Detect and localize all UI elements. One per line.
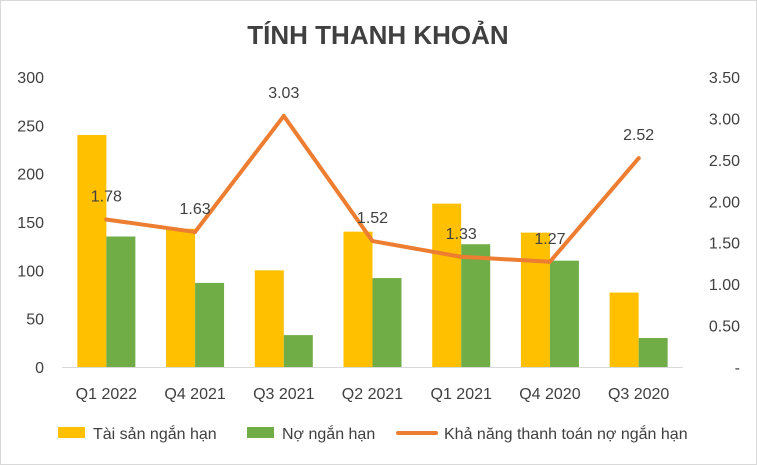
bar-tai-san-ngan-han	[343, 231, 373, 367]
ratio-point	[636, 156, 641, 161]
legend-label: Nợ ngắn hạn	[282, 424, 375, 443]
bar-no-ngan-han	[283, 335, 313, 367]
bar-tai-san-ngan-han	[77, 135, 107, 367]
ratio-point	[459, 254, 464, 259]
ratio-data-label: 2.52	[623, 127, 654, 144]
bar-tai-san-ngan-han	[520, 232, 550, 367]
right-axis: - 0.50 1.00 1.50 2.00 2.50 3.00 3.50	[709, 70, 740, 377]
right-tick-label: 1.00	[709, 277, 740, 294]
left-tick-label: 100	[17, 263, 44, 280]
left-axis: 0 50 100 150 200 250 300	[17, 70, 44, 377]
left-tick-label: 50	[26, 312, 44, 329]
ratio-data-label: 1.33	[446, 226, 477, 243]
right-tick-label: 2.00	[709, 194, 740, 211]
bar-no-ngan-han	[638, 338, 668, 367]
data-labels: 1.78 1.63 3.03 1.52 1.33 1.27 2.52	[91, 85, 655, 248]
right-tick-label: 0.50	[709, 319, 740, 336]
x-tick-label: Q4 2021	[164, 386, 225, 403]
ratio-point	[547, 259, 552, 264]
ratio-point	[370, 239, 375, 244]
bar-tai-san-ngan-han	[432, 203, 462, 367]
ratio-point	[193, 229, 198, 234]
bar-tai-san-ngan-han	[609, 292, 639, 367]
x-tick-label: Q1 2021	[431, 386, 492, 403]
legend: Tài sản ngắn hạn Nợ ngắn hạn Khả năng than…	[58, 424, 688, 443]
bar-no-ngan-han	[461, 244, 491, 367]
right-tick-label: 3.00	[709, 111, 740, 128]
right-tick-label: 1.50	[709, 236, 740, 253]
x-axis: Q1 2022 Q4 2021 Q3 2021 Q2 2021 Q1 2021 Q4 20…	[76, 386, 670, 403]
bar-no-ngan-han	[549, 260, 579, 367]
left-tick-label: 200	[17, 167, 44, 184]
left-tick-label: 300	[17, 70, 44, 87]
bar-tai-san-ngan-han	[166, 228, 196, 367]
legend-label: Tài sản ngắn hạn	[93, 424, 217, 443]
x-tick-label: Q3 2021	[253, 386, 314, 403]
legend-swatch	[58, 427, 85, 438]
left-tick-label: 150	[17, 215, 44, 232]
legend-label: Khả năng thanh toán nợ ngắn hạn	[444, 424, 688, 443]
ratio-data-label: 3.03	[268, 85, 299, 102]
right-tick-label: 3.50	[709, 70, 740, 87]
x-tick-label: Q2 2021	[342, 386, 403, 403]
ratio-data-label: 1.27	[534, 231, 565, 248]
ratio-data-label: 1.63	[180, 201, 211, 218]
right-tick-label: -	[735, 360, 740, 377]
ratio-data-label: 1.52	[357, 210, 388, 227]
chart-title: TÍNH THANH KHOẢN	[247, 20, 508, 50]
legend-swatch	[247, 427, 274, 438]
bar-no-ngan-han	[195, 282, 225, 367]
x-tick-label: Q4 2020	[519, 386, 580, 403]
ratio-data-label: 1.78	[91, 189, 122, 206]
ratio-point	[104, 217, 109, 222]
left-tick-label: 250	[17, 118, 44, 135]
x-tick-label: Q3 2020	[608, 386, 669, 403]
bar-no-ngan-han	[372, 278, 402, 367]
right-tick-label: 2.50	[709, 153, 740, 170]
ratio-point	[281, 113, 286, 118]
ratio-line	[104, 113, 641, 264]
bar-tai-san-ngan-han	[254, 270, 284, 367]
bars	[77, 135, 668, 367]
x-tick-label: Q1 2022	[76, 386, 137, 403]
left-tick-label: 0	[35, 360, 44, 377]
bar-no-ngan-han	[106, 236, 136, 367]
